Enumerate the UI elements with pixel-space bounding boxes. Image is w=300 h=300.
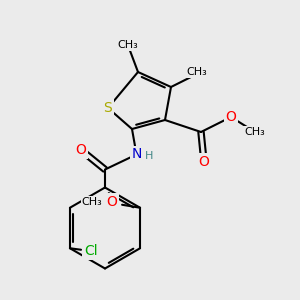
Text: CH₃: CH₃ xyxy=(186,67,207,77)
Text: O: O xyxy=(76,143,86,157)
Text: O: O xyxy=(106,195,117,209)
Text: N: N xyxy=(131,148,142,161)
Text: CH₃: CH₃ xyxy=(244,127,266,137)
Text: CH₃: CH₃ xyxy=(117,40,138,50)
Text: O: O xyxy=(199,155,209,169)
Text: Cl: Cl xyxy=(84,244,98,258)
Text: H: H xyxy=(145,151,153,161)
Text: CH₃: CH₃ xyxy=(82,197,102,207)
Text: S: S xyxy=(103,101,112,115)
Text: O: O xyxy=(226,110,236,124)
